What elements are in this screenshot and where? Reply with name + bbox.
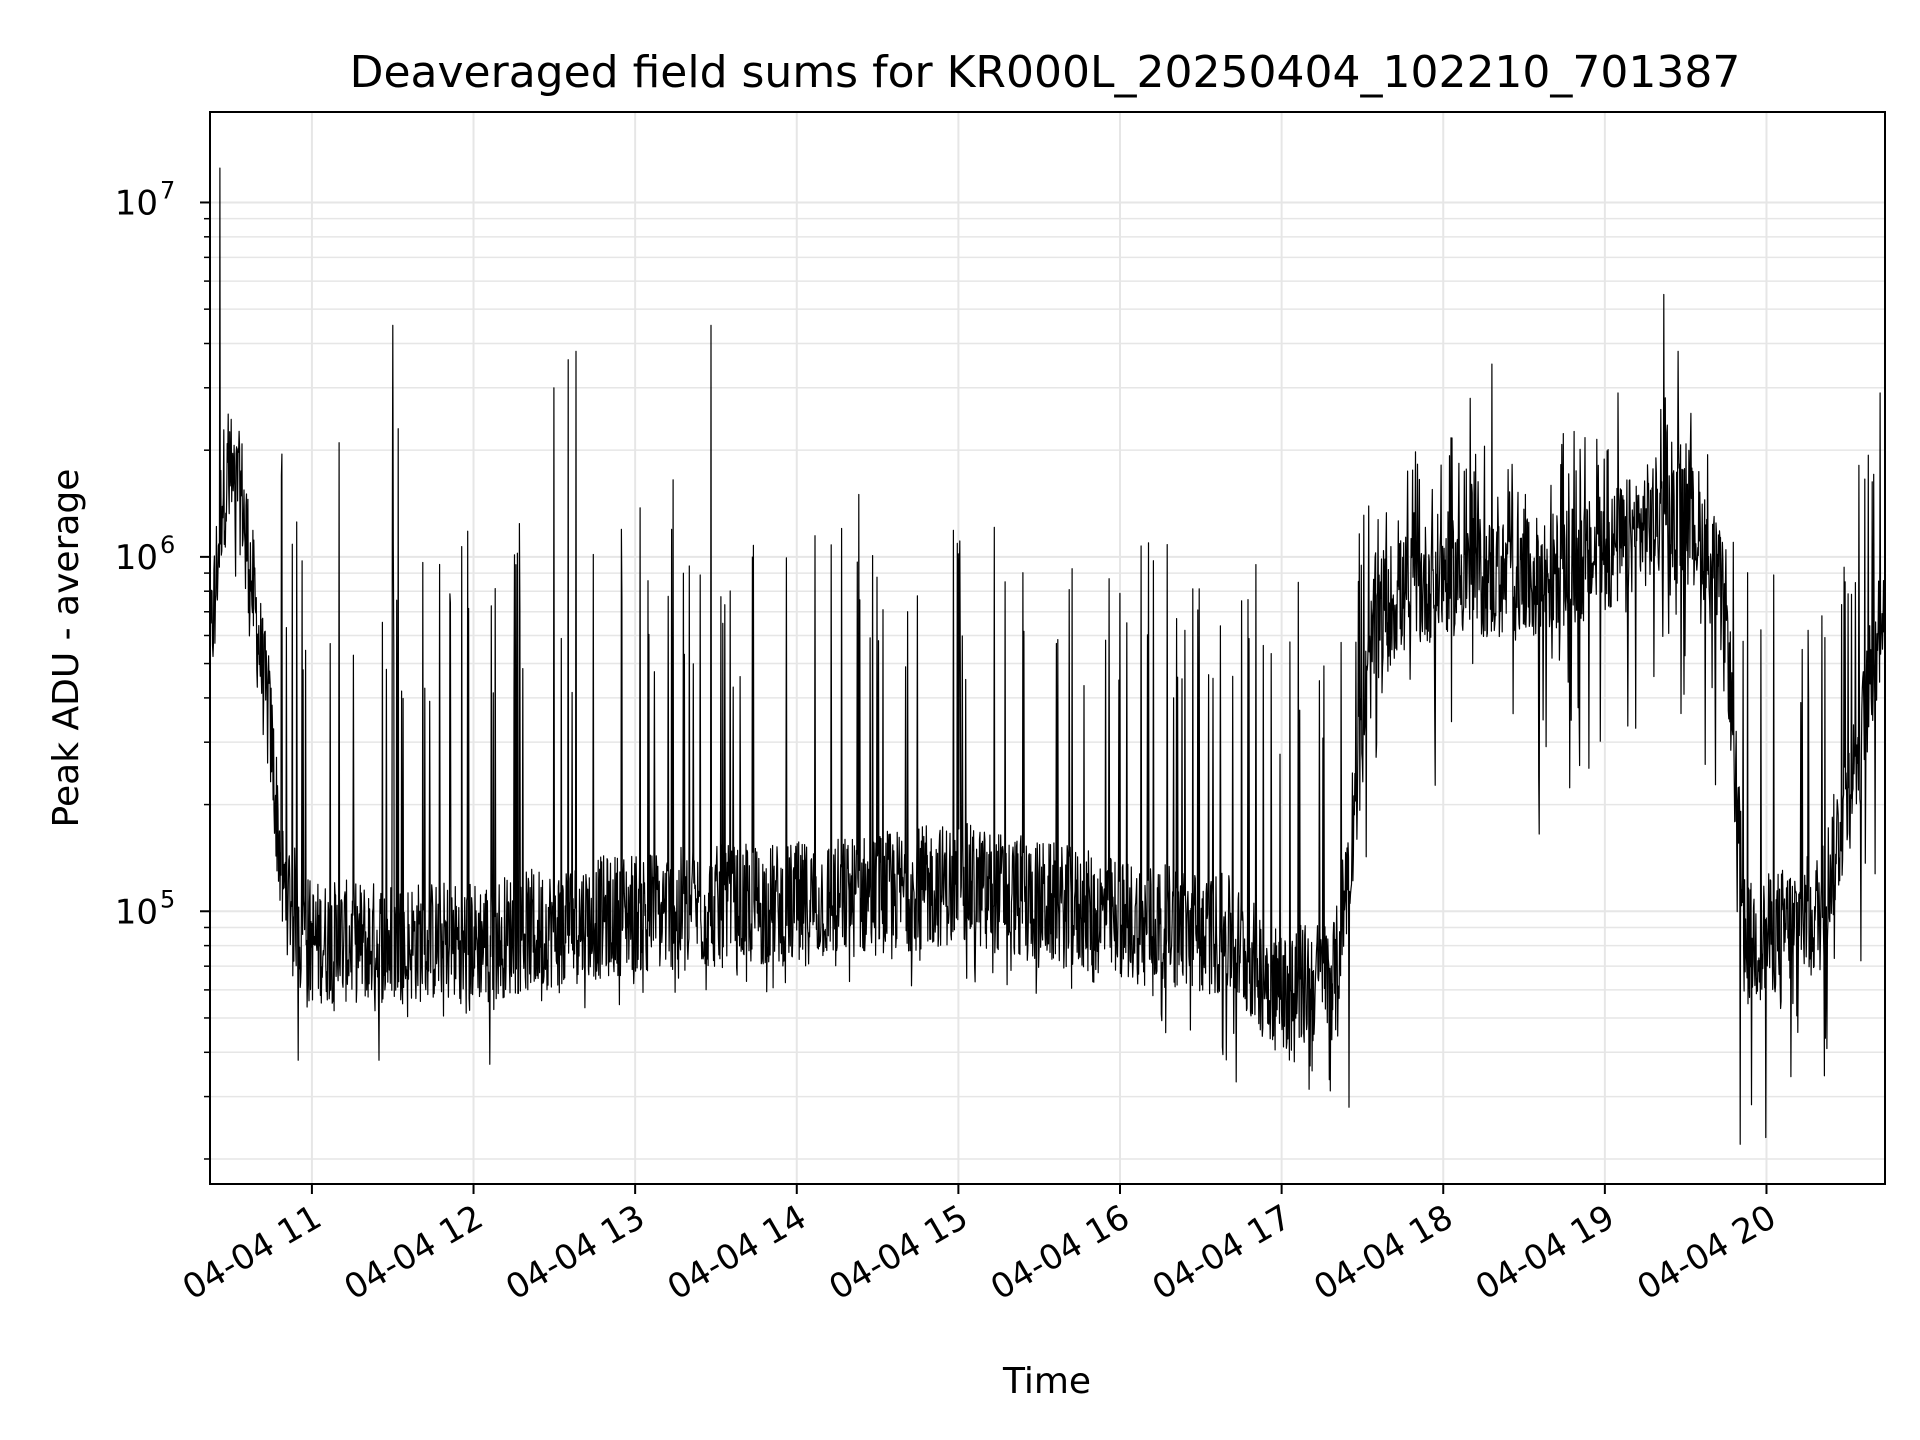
chart-title: Deaveraged field sums for KR000L_2025040…	[350, 47, 1741, 98]
series-trace	[209, 167, 1886, 1145]
y-tick-label-exponent: 6	[160, 531, 175, 559]
series-line	[209, 167, 1886, 1145]
y-tick-label-exponent: 7	[160, 176, 175, 204]
y-axis-label: Peak ADU - average	[46, 469, 87, 828]
y-tick-label: 10	[115, 538, 158, 578]
y-tick-label: 10	[115, 183, 158, 223]
x-axis-label: Time	[1002, 1361, 1091, 1402]
y-tick-label-exponent: 5	[160, 885, 175, 913]
y-tick-label: 10	[115, 892, 158, 932]
plot-frame	[209, 111, 1886, 1185]
